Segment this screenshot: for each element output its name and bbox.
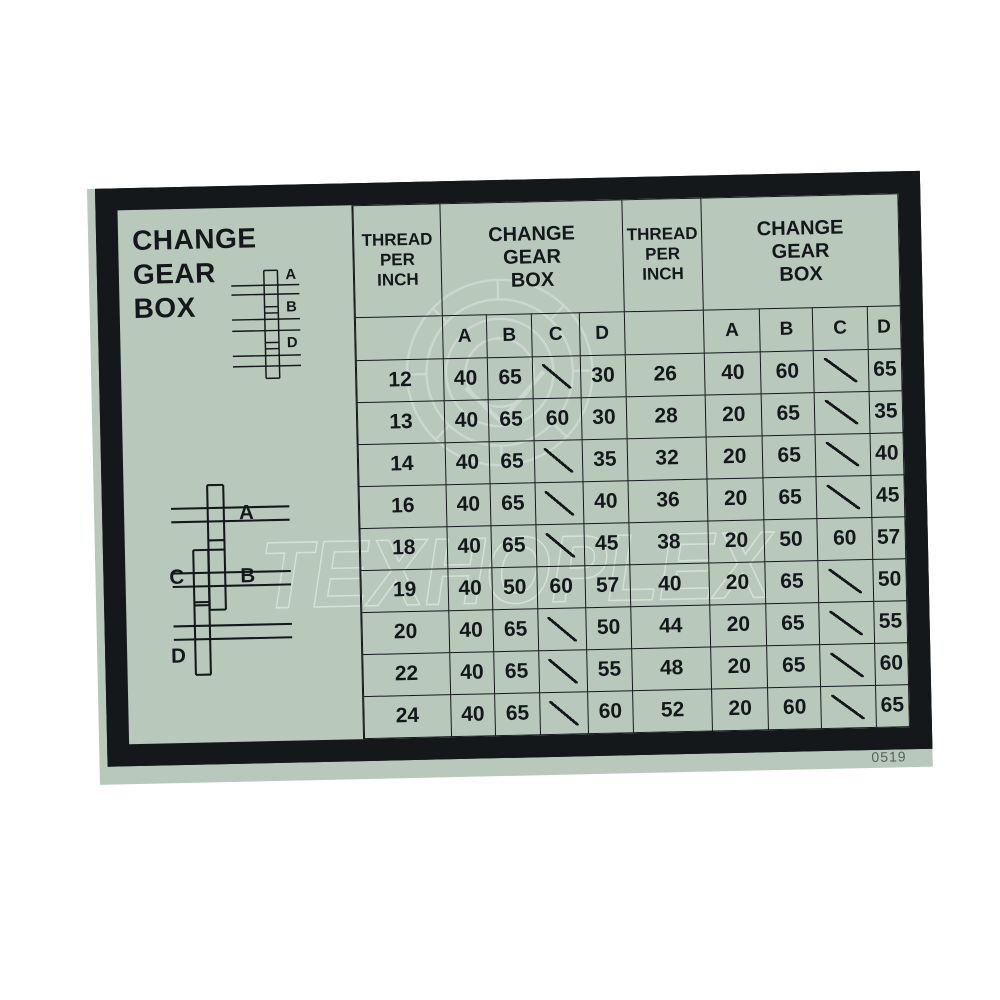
svg-text:D: D: [287, 335, 298, 351]
svg-text:D: D: [171, 645, 186, 668]
svg-text:B: B: [286, 299, 297, 315]
svg-text:A: A: [286, 267, 297, 283]
svg-text:B: B: [240, 564, 255, 587]
svg-text:C: C: [169, 566, 184, 589]
svg-text:A: A: [238, 501, 253, 524]
